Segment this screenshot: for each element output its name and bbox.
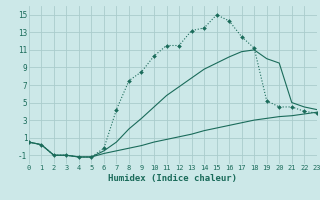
X-axis label: Humidex (Indice chaleur): Humidex (Indice chaleur) [108, 174, 237, 183]
